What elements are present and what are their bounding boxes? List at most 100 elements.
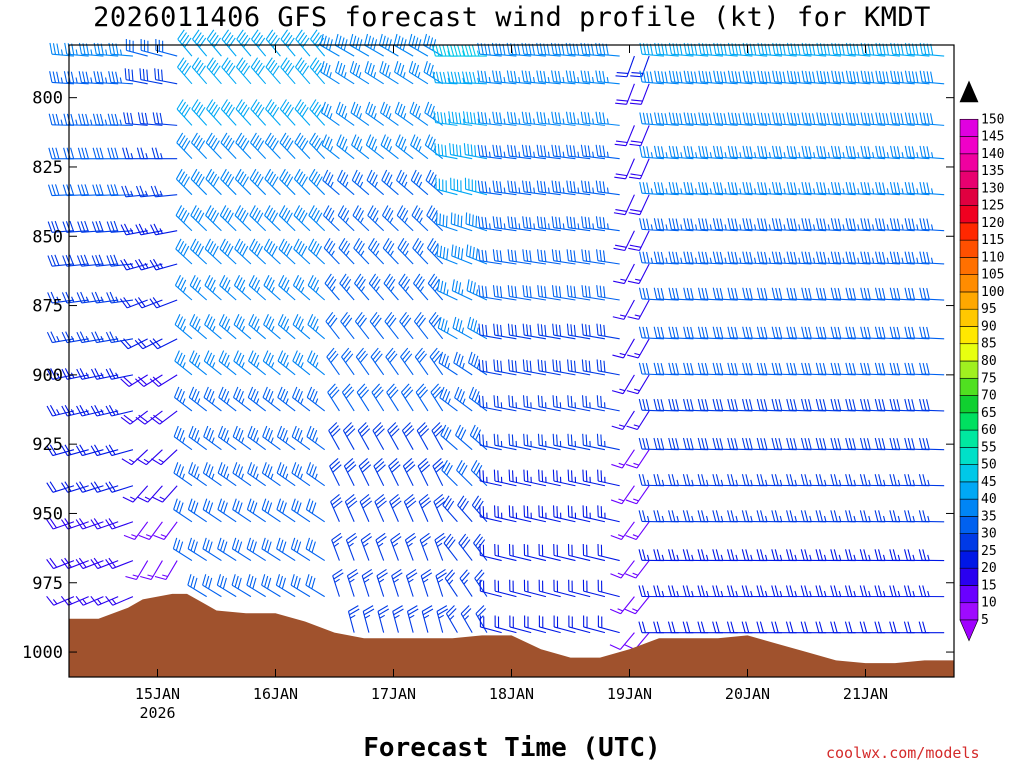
wind-barb <box>338 238 355 265</box>
wind-barb <box>625 449 650 469</box>
wind-barb <box>536 144 561 160</box>
colorbar-tick-label: 135 <box>981 164 1004 179</box>
wind-barb <box>205 205 222 232</box>
wind-barb <box>191 132 208 160</box>
wind-barb <box>683 42 709 57</box>
wind-barb <box>639 181 664 196</box>
wind-barb <box>860 251 886 265</box>
wind-barb <box>106 220 133 233</box>
wind-barb <box>582 433 606 451</box>
wind-barb <box>437 316 458 340</box>
wind-barb <box>451 279 473 301</box>
wind-barb <box>120 223 148 236</box>
wind-barb <box>801 181 827 196</box>
wind-barb <box>638 326 664 340</box>
wind-barb <box>538 469 561 487</box>
wind-barb <box>452 316 473 340</box>
wind-barb <box>76 368 104 380</box>
wind-barb <box>120 410 149 425</box>
wind-barb <box>786 398 812 412</box>
wind-barb <box>492 216 517 232</box>
wind-barb <box>150 410 178 425</box>
wind-barb <box>683 181 709 196</box>
wind-barb <box>507 144 532 160</box>
wind-barb <box>218 386 237 412</box>
wind-barb <box>697 510 723 523</box>
wind-barb <box>426 205 444 232</box>
wind-barb <box>435 568 447 597</box>
wind-barb <box>261 537 281 562</box>
wind-barb <box>308 168 326 196</box>
wind-barb <box>597 543 620 562</box>
wind-barb <box>470 460 488 487</box>
wind-barb <box>202 537 222 562</box>
wind-barb <box>890 112 915 126</box>
colorbar-tick-label: 55 <box>981 440 997 455</box>
wind-barb <box>639 145 664 160</box>
wind-barb <box>727 326 753 340</box>
wind-barb <box>290 537 311 562</box>
wind-barb <box>477 111 502 126</box>
wind-barb <box>440 424 458 451</box>
wind-barb <box>418 494 432 522</box>
wind-barb <box>552 433 576 451</box>
wind-barb <box>566 180 591 196</box>
colorbar-swatch <box>959 326 979 345</box>
wind-barb <box>626 374 650 395</box>
colorbar-swatch <box>959 153 979 172</box>
colorbar-tick-label: 110 <box>981 250 1004 265</box>
wind-barb <box>232 462 252 487</box>
wind-barb <box>277 350 296 376</box>
wind-barb <box>392 605 404 633</box>
colorbar-swatch <box>959 429 979 448</box>
wind-barb <box>150 185 178 198</box>
colorbar-tick-label: 10 <box>981 596 997 611</box>
wind-barb <box>152 112 178 126</box>
wind-barb <box>219 274 237 301</box>
wind-barb <box>248 350 267 376</box>
wind-barb <box>465 212 488 232</box>
wind-barb <box>435 177 458 196</box>
wind-barb <box>235 99 252 126</box>
terrain-polygon <box>69 593 954 677</box>
wind-barb <box>371 383 385 412</box>
colorbar-over-arrow <box>959 80 979 103</box>
wind-barb <box>742 181 768 196</box>
wind-barb <box>46 595 75 606</box>
wind-barb <box>61 481 89 493</box>
wind-barb <box>451 244 473 265</box>
wind-barb <box>323 205 340 232</box>
wind-barb <box>135 374 163 387</box>
wind-barb <box>477 70 502 85</box>
wind-barb <box>190 205 208 232</box>
wind-barb <box>668 251 694 265</box>
wind-barb <box>381 169 399 196</box>
wind-barb <box>918 437 945 451</box>
wind-barb <box>309 57 326 85</box>
wind-barb <box>522 216 546 232</box>
colorbar-tick-label: 25 <box>981 544 997 559</box>
wind-barb <box>568 615 591 634</box>
wind-barb <box>435 212 458 232</box>
wind-barb <box>277 386 296 412</box>
wind-barb <box>668 112 694 126</box>
wind-barb <box>581 285 606 301</box>
wind-barb <box>413 273 429 301</box>
wind-barb <box>609 596 635 615</box>
wind-barb <box>47 184 74 197</box>
wind-barb <box>507 249 532 265</box>
wind-barb <box>456 460 473 487</box>
wind-barb <box>233 274 252 301</box>
wind-barb <box>612 299 635 320</box>
colorbar-swatch <box>959 498 979 517</box>
wind-barb <box>249 238 267 265</box>
wind-barb <box>91 291 119 304</box>
wind-barb <box>357 422 371 450</box>
wind-barb <box>727 145 753 160</box>
wind-barb <box>845 112 871 126</box>
wind-barb <box>552 469 576 487</box>
wind-barb <box>175 168 193 196</box>
wind-barb <box>291 386 311 412</box>
wind-barb <box>845 70 871 85</box>
colorbar-swatch <box>959 222 979 241</box>
